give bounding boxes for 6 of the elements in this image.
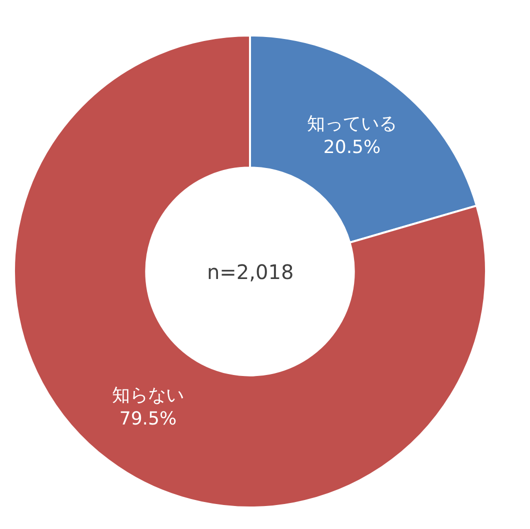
- slice-label: 知らない: [112, 385, 184, 406]
- data-label: 20.5%: [323, 136, 381, 158]
- data-label: 79.5%: [119, 408, 177, 430]
- text: n=2,018: [207, 260, 294, 284]
- slice-label: 知っている: [307, 113, 398, 134]
- donut-slice: [13, 34, 487, 508]
